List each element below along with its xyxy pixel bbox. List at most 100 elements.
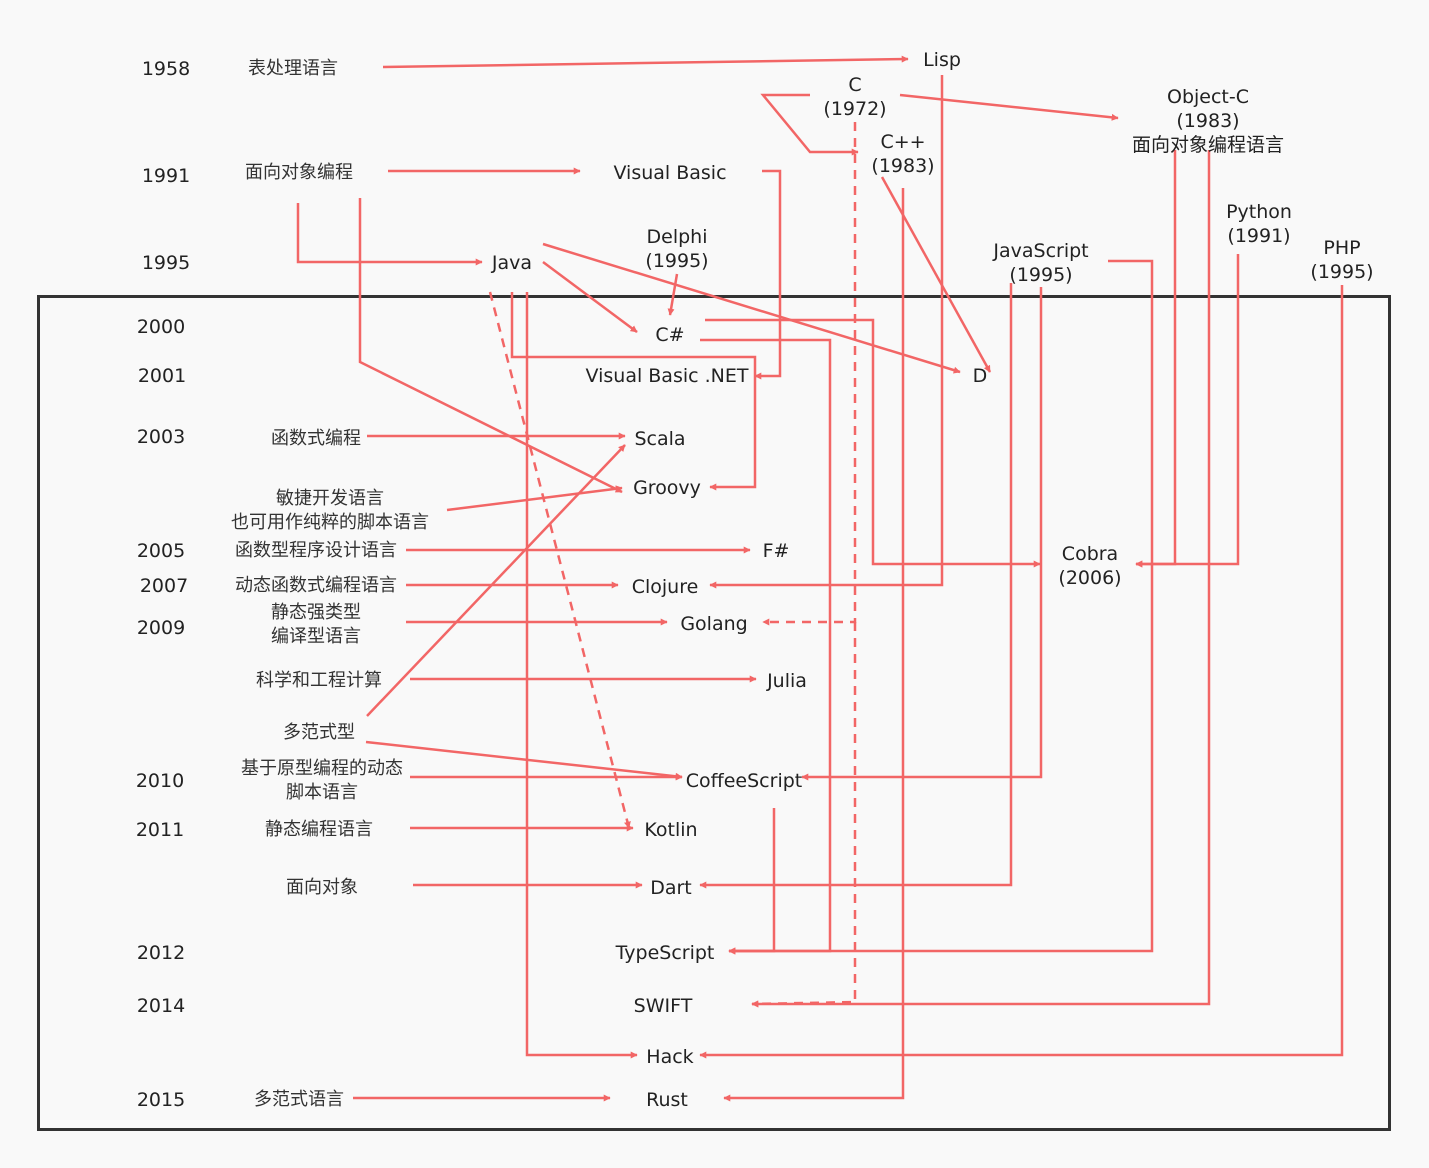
arrow-csharp-to-typescript	[700, 338, 832, 955]
language-fsharp: F#	[763, 539, 790, 563]
language-javascript-line: (1995)	[1009, 264, 1073, 286]
paradigm-p-oo-line: 面向对象	[286, 877, 358, 898]
paradigm-p-proto-line: 基于原型编程的动态	[241, 758, 403, 779]
arrow-cpp-to-d	[880, 176, 992, 373]
language-c: C (1972)	[823, 73, 886, 121]
year-y1995: 1995	[142, 251, 190, 275]
year-y2010: 2010	[136, 769, 184, 793]
year-y2014: 2014	[137, 994, 185, 1018]
language-coffeescript: CoffeeScript	[686, 769, 802, 793]
arrow-vb-to-vbnet	[754, 169, 782, 380]
language-vbnet-line: Visual Basic .NET	[585, 365, 749, 387]
year-y1991-line: 1991	[141, 165, 191, 187]
language-scala-line: Scala	[634, 428, 686, 450]
year-y2007-line: 2007	[139, 575, 189, 597]
language-swift-line: SWIFT	[633, 995, 693, 1017]
year-y2015: 2015	[137, 1088, 185, 1112]
language-delphi: Delphi (1995)	[645, 225, 708, 273]
language-objc: Object-C (1983) 面向对象编程语言	[1132, 85, 1284, 157]
language-cpp-line: (1983)	[871, 155, 935, 177]
language-cobra: Cobra (2006)	[1058, 542, 1121, 590]
language-php-line: (1995)	[1310, 261, 1374, 283]
arrow-c-to-cpp	[760, 93, 859, 156]
arrow-multi-to-coffee	[365, 740, 683, 780]
language-vb: Visual Basic	[613, 161, 726, 185]
year-y2009-line: 2009	[136, 617, 186, 639]
paradigm-p-agile-line: 也可用作纯粹的脚本语言	[231, 512, 429, 533]
language-php: PHP (1995)	[1310, 236, 1373, 284]
language-objc-line: Object-C	[1166, 86, 1250, 108]
paradigm-p-multilang-line: 多范式语言	[254, 1089, 344, 1110]
arrow-java-to-csharp	[542, 260, 638, 334]
language-rust-line: Rust	[646, 1089, 688, 1111]
language-scala: Scala	[634, 427, 685, 451]
year-y1958: 1958	[142, 57, 190, 81]
year-y1995-line: 1995	[141, 252, 191, 274]
language-cobra-line: Cobra	[1061, 543, 1119, 565]
paradigm-p-agile-line: 敏捷开发语言	[276, 488, 384, 509]
paradigm-p-oo: 面向对象	[286, 876, 358, 900]
language-vbnet: Visual Basic .NET	[586, 364, 749, 388]
language-typescript: TypeScript	[616, 941, 715, 965]
year-y2001: 2001	[138, 364, 186, 388]
arrow-oop-to-groovy	[358, 198, 623, 494]
paradigm-p-funcdesign: 函数型程序设计语言	[235, 539, 397, 563]
language-swift: SWIFT	[634, 994, 693, 1018]
language-julia-line: Julia	[767, 670, 807, 692]
language-hack-line: Hack	[646, 1046, 694, 1068]
paradigm-p-dynfunc-line: 动态函数式编程语言	[235, 575, 397, 596]
arrow-agile-to-groovy	[446, 485, 623, 512]
year-y1958-line: 1958	[141, 58, 191, 80]
arrow-coffee-to-typescript	[728, 808, 776, 955]
language-dart: Dart	[650, 876, 692, 900]
language-kotlin: Kotlin	[644, 818, 697, 842]
year-y2000-line: 2000	[136, 316, 186, 338]
year-y2012: 2012	[137, 941, 185, 965]
language-python-line: (1991)	[1227, 225, 1291, 247]
arrow-java-to-vbnet	[510, 292, 757, 491]
language-delphi-line: Delphi	[646, 226, 708, 248]
year-y2011-line: 2011	[135, 819, 185, 841]
language-javascript: JavaScript (1995)	[993, 239, 1088, 287]
year-y2001-line: 2001	[137, 365, 187, 387]
language-csharp-line: C#	[655, 324, 685, 346]
language-python: Python (1991)	[1226, 200, 1292, 248]
year-y1991: 1991	[142, 164, 190, 188]
language-lisp-line: Lisp	[923, 49, 961, 71]
language-clojure-line: Clojure	[631, 576, 699, 598]
paradigm-p-list-line: 表处理语言	[248, 58, 338, 79]
arrow-js-to-typescript	[728, 259, 1154, 955]
arrow-python-to-cobra	[1135, 254, 1240, 568]
arrow-js-to-coffee	[801, 287, 1043, 781]
language-objc-line: (1983)	[1176, 110, 1240, 132]
language-clojure: Clojure	[632, 575, 699, 599]
language-julia: Julia	[767, 669, 807, 693]
paradigm-p-multilang: 多范式语言	[254, 1088, 344, 1112]
arrow-oop-to-java	[296, 203, 483, 266]
language-rust: Rust	[646, 1088, 688, 1112]
language-groovy: Groovy	[633, 476, 701, 500]
paradigm-p-agile: 敏捷开发语言也可用作纯粹的脚本语言	[231, 487, 429, 535]
language-d: D	[973, 364, 988, 388]
arrow-multi-to-scala	[366, 444, 626, 717]
language-golang-line: Golang	[680, 613, 748, 635]
arrow-objc-to-cobra	[1135, 150, 1177, 568]
year-y2003-line: 2003	[136, 426, 186, 448]
year-y2010-line: 2010	[135, 770, 185, 792]
year-y2003: 2003	[137, 425, 185, 449]
arrow-cpp-to-rust	[723, 188, 905, 1102]
language-typescript-line: TypeScript	[615, 942, 715, 964]
paradigm-p-multi: 多范式型	[283, 721, 355, 745]
arrow-js-to-dart	[699, 283, 1013, 889]
language-c-line: C	[848, 74, 862, 96]
year-y2000: 2000	[137, 315, 185, 339]
language-objc-line: 面向对象编程语言	[1131, 134, 1285, 156]
arrow-delphi-to-csharp	[667, 273, 679, 316]
year-y2005-line: 2005	[136, 540, 186, 562]
paradigm-p-sci-line: 科学和工程计算	[256, 670, 382, 691]
paradigm-p-dynfunc: 动态函数式编程语言	[235, 574, 397, 598]
paradigm-p-proto-line: 脚本语言	[286, 782, 358, 803]
language-d-line: D	[972, 365, 988, 387]
arrow-java-to-d	[542, 242, 961, 374]
